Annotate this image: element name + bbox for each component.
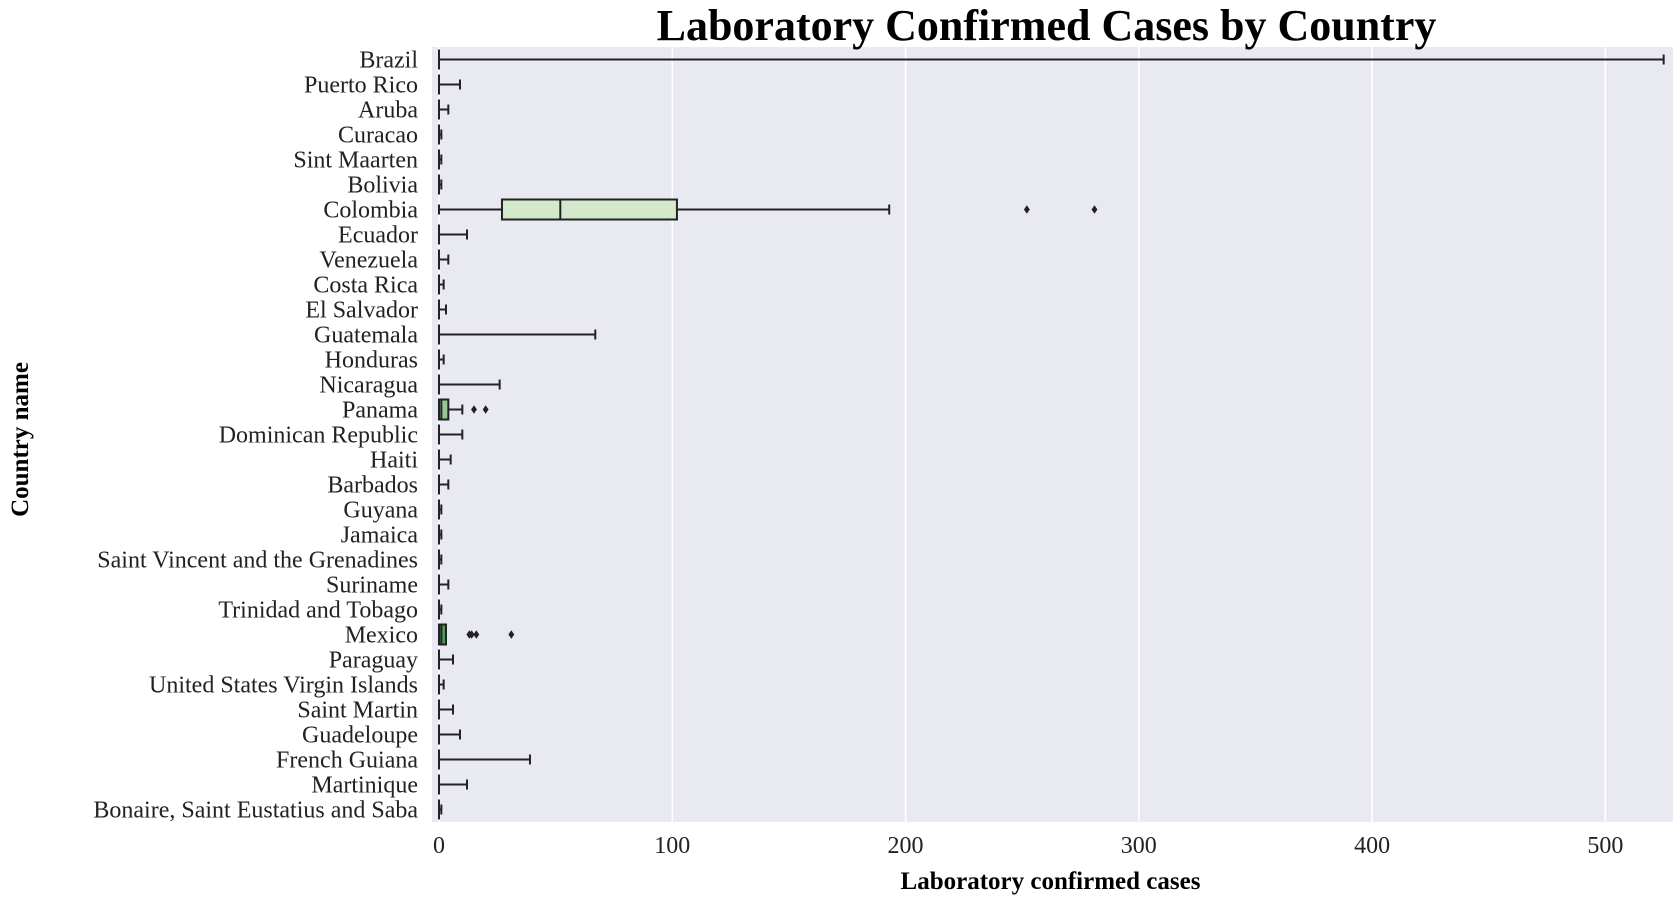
category-label: Brazil: [359, 48, 418, 74]
box-french-guiana: [437, 749, 531, 770]
box-united-states-virgin-islands: [437, 674, 445, 695]
category-label: Panama: [342, 398, 418, 424]
box-panama: [437, 398, 489, 421]
box-colombia: [437, 198, 1098, 221]
outlier-point: [468, 630, 475, 639]
category-label: Paraguay: [329, 648, 418, 674]
box-honduras: [437, 349, 445, 370]
category-label: Haiti: [370, 448, 418, 474]
category-label: Costa Rica: [313, 273, 418, 299]
category-label: Guadeloupe: [302, 723, 418, 749]
box-martinique: [437, 774, 468, 795]
x-tick-label: 300: [1121, 833, 1157, 859]
category-label: Guatemala: [314, 323, 418, 349]
box-dominican-republic: [437, 424, 464, 445]
box-aruba: [437, 99, 450, 120]
box-ecuador: [437, 224, 468, 245]
plot-area: [432, 47, 1673, 822]
box-iqr: [437, 623, 447, 646]
box-iqr: [437, 398, 450, 421]
outlier-point: [508, 630, 515, 639]
chart-title: Laboratory Confirmed Cases by Country: [657, 1, 1437, 50]
category-label: Aruba: [358, 98, 418, 124]
box-suriname: [437, 574, 450, 595]
outlier-point: [473, 630, 480, 639]
box-nicaragua: [437, 374, 501, 395]
box-guyana: [437, 499, 443, 520]
box-barbados: [437, 474, 450, 495]
category-label: Trinidad and Tobago: [218, 598, 418, 624]
box-guadeloupe: [437, 724, 461, 745]
box-guatemala: [437, 324, 597, 345]
category-label: Puerto Rico: [304, 73, 418, 99]
box-sint-maarten: [437, 149, 443, 170]
box-brazil: [437, 49, 1665, 70]
box-jamaica: [437, 524, 443, 545]
box-mexico: [437, 623, 515, 646]
category-label: Suriname: [326, 573, 418, 599]
box-marks: [437, 49, 1665, 820]
x-tick-label: 500: [1587, 833, 1623, 859]
box-curacao: [437, 124, 443, 145]
box-el-salvador: [437, 299, 447, 320]
category-label: French Guiana: [276, 748, 418, 774]
category-label: El Salvador: [305, 298, 418, 324]
box-venezuela: [437, 249, 450, 270]
category-label: Bolivia: [347, 173, 418, 199]
x-tick-label: 400: [1354, 833, 1390, 859]
category-label: Jamaica: [341, 523, 419, 549]
category-label: United States Virgin Islands: [149, 673, 418, 699]
category-label: Guyana: [343, 498, 418, 524]
x-tick-labels: 0 100 200 300 400 500: [433, 833, 1623, 859]
category-label: Saint Vincent and the Grenadines: [97, 548, 418, 574]
category-label: Sint Maarten: [293, 148, 418, 174]
box-bolivia: [437, 174, 443, 195]
category-label: Mexico: [345, 623, 418, 649]
box-saint-martin: [437, 699, 454, 720]
box-trinidad-and-tobago: [437, 599, 443, 620]
box-bonaire-saint-eustatius-and-saba: [437, 799, 443, 820]
category-label: Dominican Republic: [219, 423, 418, 449]
box-puerto-rico: [437, 74, 461, 95]
outlier-point: [1091, 205, 1098, 214]
category-label: Colombia: [323, 198, 418, 224]
category-label: Barbados: [327, 473, 418, 499]
box-paraguay: [437, 649, 454, 670]
outlier-point: [1023, 205, 1030, 214]
outlier-point: [482, 405, 489, 414]
x-axis-label: Laboratory confirmed cases: [901, 868, 1201, 895]
category-label: Bonaire, Saint Eustatius and Saba: [93, 798, 418, 824]
box-costa-rica: [437, 274, 445, 295]
category-label: Honduras: [325, 348, 418, 374]
category-label: Saint Martin: [297, 698, 418, 724]
category-label: Curacao: [338, 123, 418, 149]
box-saint-vincent-and-the-grenadines: [437, 549, 443, 570]
y-axis-label: Country name: [7, 362, 34, 517]
box-iqr: [500, 198, 678, 221]
x-tick-label: 100: [654, 833, 690, 859]
x-tick-label: 0: [433, 833, 445, 859]
box-haiti: [437, 449, 452, 470]
category-label: Venezuela: [319, 248, 418, 274]
category-label: Martinique: [311, 773, 418, 799]
category-label: Ecuador: [338, 223, 418, 249]
x-tick-label: 200: [888, 833, 924, 859]
outlier-point: [471, 405, 477, 414]
category-label: Nicaragua: [319, 373, 418, 399]
